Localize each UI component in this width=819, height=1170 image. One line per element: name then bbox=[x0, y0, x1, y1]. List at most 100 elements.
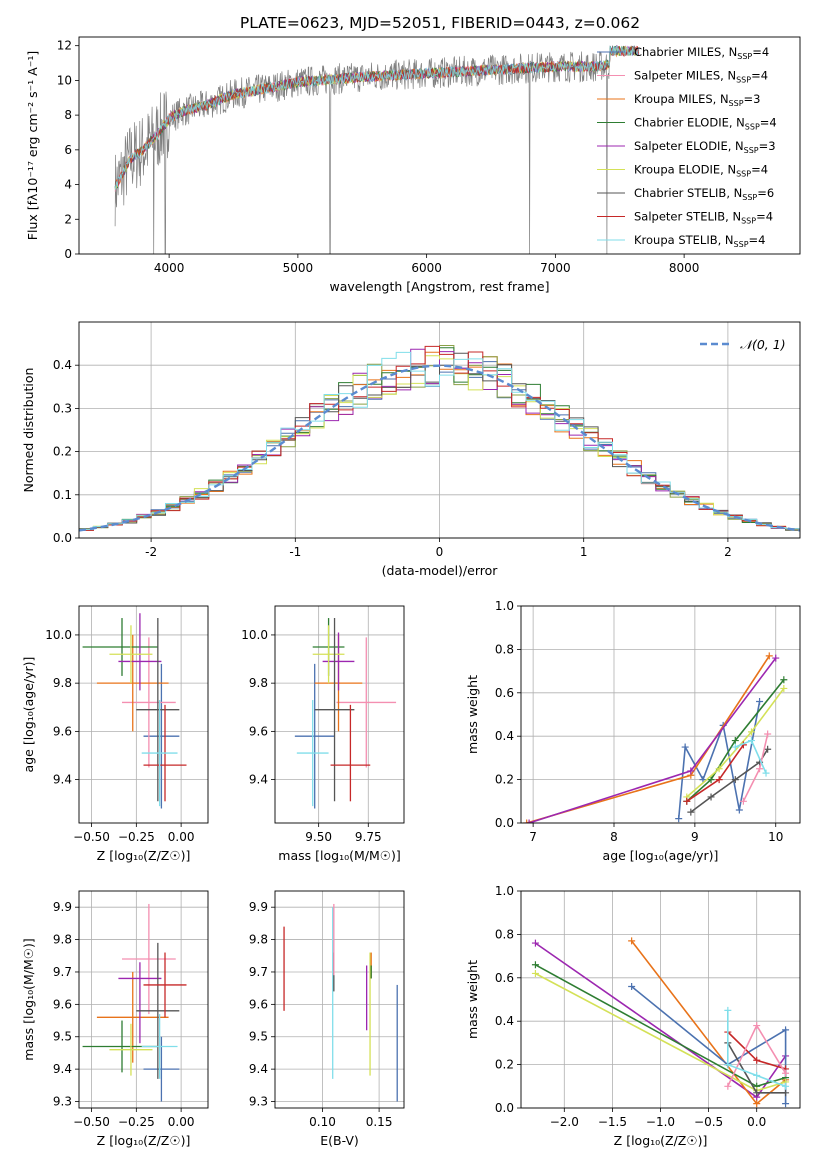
y-tick-label: 0.4 bbox=[53, 358, 72, 372]
y-tick-label: 9.8 bbox=[249, 676, 268, 690]
legend-label: Kroupa ELODIE, NSSP=4 bbox=[634, 163, 768, 179]
x-tick-label: 8000 bbox=[669, 261, 700, 275]
weight-marker-7-1 bbox=[753, 1022, 761, 1030]
weight-marker-8-0 bbox=[724, 1006, 732, 1014]
x-tick-label: 7000 bbox=[540, 261, 571, 275]
y-tick-label: 9.4 bbox=[249, 773, 268, 787]
x-axis-label: Z [log₁₀(Z/Z☉)] bbox=[97, 848, 191, 863]
panel-age_vs_Z: −0.50 −0.25 0.00 9.4 9.6 9.8 10.0 Z [log₁₀(Z/Z☉… bbox=[21, 605, 209, 863]
weight-marker-8-1 bbox=[724, 1061, 732, 1069]
y-tick-label: 1.0 bbox=[495, 884, 514, 898]
y-tick-label: 0.1 bbox=[53, 488, 72, 502]
weight-marker-1-2 bbox=[765, 652, 773, 660]
weight-marker-7-2 bbox=[764, 730, 772, 738]
panel-residuals: -2 -1 0 1 2 0.0 0.1 0.2 0.3 0.4 (data-model)/error… bbox=[21, 321, 801, 578]
weight-line-0 bbox=[677, 701, 761, 819]
weight-marker-1-0 bbox=[628, 937, 636, 945]
legend-label: Kroupa STELIB, NSSP=4 bbox=[634, 233, 765, 249]
x-tick-label: −0.25 bbox=[118, 830, 155, 844]
weight-marker-4-3 bbox=[780, 684, 788, 692]
x-tick-label: 0.15 bbox=[366, 1115, 393, 1129]
y-tick-label: 9.7 bbox=[249, 965, 268, 979]
x-tick-label: 9.75 bbox=[355, 830, 382, 844]
legend-label: Chabrier ELODIE, NSSP=4 bbox=[634, 116, 777, 132]
y-tick-label: 9.3 bbox=[249, 1095, 268, 1109]
weight-marker-3-0 bbox=[531, 961, 539, 969]
axes-frame bbox=[520, 890, 801, 1109]
y-tick-label: 9.9 bbox=[249, 900, 268, 914]
histogram-5 bbox=[79, 355, 800, 530]
y-tick-label: 0.4 bbox=[495, 729, 514, 743]
y-tick-label: 9.8 bbox=[249, 933, 268, 947]
x-tick-label: 0.0 bbox=[747, 1115, 766, 1129]
x-axis-label: age [log₁₀(age/yr)] bbox=[603, 848, 719, 863]
y-tick-label: 0.6 bbox=[495, 971, 514, 985]
axes-frame bbox=[520, 605, 801, 824]
x-tick-label: −1.5 bbox=[598, 1115, 627, 1129]
x-axis-label: Z [log₁₀(Z/Z☉)] bbox=[97, 1133, 191, 1148]
x-tick-label: -2 bbox=[145, 545, 157, 559]
weight-marker-4-2 bbox=[747, 728, 755, 736]
y-tick-label: 0.2 bbox=[53, 445, 72, 459]
y-tick-label: 9.3 bbox=[53, 1095, 72, 1109]
y-tick-label: 6 bbox=[64, 143, 72, 157]
y-tick-label: 9.6 bbox=[249, 997, 268, 1011]
panel-spectrum: 4000 5000 6000 7000 8000 0 2 4 6 8 10 12 wavelength … bbox=[25, 36, 801, 294]
weight-marker-0-0 bbox=[531, 939, 539, 947]
weight-marker-3-1 bbox=[707, 776, 715, 784]
y-tick-label: 12 bbox=[57, 39, 72, 53]
axes-frame bbox=[78, 605, 209, 824]
weight-marker-2-2 bbox=[772, 654, 780, 662]
x-axis-label: E(B-V) bbox=[320, 1133, 359, 1148]
weight-marker-1-1 bbox=[753, 1100, 761, 1108]
model-line-8 bbox=[114, 45, 640, 190]
x-tick-label: 0.00 bbox=[168, 830, 195, 844]
x-tick-label: 6000 bbox=[411, 261, 442, 275]
axes-frame bbox=[78, 36, 801, 255]
legend-label: 𝒩(0, 1) bbox=[740, 337, 786, 352]
weight-marker-8-1 bbox=[747, 737, 755, 745]
y-tick-label: 0.3 bbox=[53, 401, 72, 415]
weight-marker-6-1 bbox=[715, 776, 723, 784]
y-tick-label: 0.4 bbox=[495, 1014, 514, 1028]
x-tick-label: −0.5 bbox=[694, 1115, 723, 1129]
y-tick-label: 9.9 bbox=[53, 900, 72, 914]
y-tick-label: 0.0 bbox=[53, 531, 72, 545]
y-tick-label: 9.4 bbox=[53, 1062, 72, 1076]
panel-mass_vs_ebv: 0.10 0.15 9.3 9.4 9.5 9.6 9.7 9.8 9.9 E(B-V) bbox=[249, 890, 405, 1148]
y-axis-label: mass weight bbox=[465, 675, 480, 754]
weight-marker-4-0 bbox=[531, 969, 539, 977]
weight-line-1 bbox=[526, 655, 770, 823]
x-tick-label: 8 bbox=[610, 830, 618, 844]
x-tick-label: 0.10 bbox=[309, 1115, 336, 1129]
x-tick-label: 9.50 bbox=[305, 830, 332, 844]
weight-marker-0-5 bbox=[756, 697, 764, 705]
legend-label: Salpeter MILES, NSSP=4 bbox=[634, 69, 768, 85]
y-tick-label: 9.4 bbox=[53, 773, 72, 787]
weight-marker-0-0 bbox=[675, 815, 683, 823]
weight-marker-8-2 bbox=[753, 1071, 761, 1079]
y-tick-label: 0 bbox=[64, 247, 72, 261]
x-axis-label: Z [log₁₀(Z/Z☉)] bbox=[614, 1133, 708, 1148]
weight-marker-7-0 bbox=[724, 1082, 732, 1090]
weight-marker-2-3 bbox=[782, 1100, 790, 1108]
y-tick-label: 9.6 bbox=[53, 724, 72, 738]
normal-reference-curve bbox=[79, 364, 800, 532]
x-tick-label: 9 bbox=[691, 830, 699, 844]
legend-label: Chabrier MILES, NSSP=4 bbox=[634, 45, 769, 61]
weight-marker-7-0 bbox=[739, 797, 747, 805]
y-axis-label: age [log₁₀(age/yr)] bbox=[21, 657, 36, 773]
weight-marker-5-1 bbox=[707, 793, 715, 801]
legend-label: Salpeter STELIB, NSSP=4 bbox=[634, 210, 773, 226]
weight-marker-1-0 bbox=[523, 819, 531, 823]
y-tick-label: 0.8 bbox=[495, 927, 514, 941]
weight-marker-8-0 bbox=[731, 743, 739, 751]
weight-marker-5-4 bbox=[764, 745, 772, 753]
y-tick-label: 0.6 bbox=[495, 686, 514, 700]
x-tick-label: −0.50 bbox=[73, 1115, 110, 1129]
weight-marker-5-2 bbox=[731, 776, 739, 784]
y-tick-label: 2 bbox=[64, 212, 72, 226]
weight-marker-7-1 bbox=[756, 765, 764, 773]
y-tick-label: 0.8 bbox=[495, 642, 514, 656]
weight-marker-5-1 bbox=[753, 1089, 761, 1097]
